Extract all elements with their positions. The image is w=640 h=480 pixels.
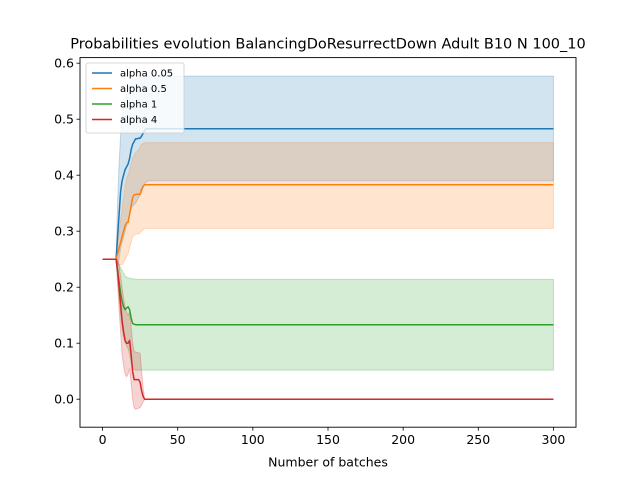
legend-label-alpha-0-05: alpha 0.05 [120,69,173,80]
legend-box [85,62,185,134]
x-axis-label: Number of batches [268,455,388,470]
y-tick-label: 0.5 [54,112,74,127]
y-tick-label: 0.2 [54,280,74,295]
axes-frame [79,57,577,428]
y-tick-label: 0.6 [54,56,74,71]
x-axis: 0 50 100 150 200 250 300 [99,427,566,447]
legend: alpha 0.05 alpha 0.5 alpha 1 alpha 4 [85,62,185,134]
chart-title: Probabilities evolution BalancingDoResur… [70,37,585,53]
x-tick-label: 0 [99,432,107,447]
legend-label-alpha-0-5: alpha 0.5 [120,84,167,95]
legend-label-alpha-4: alpha 4 [120,115,157,126]
y-tick-label: 0.3 [54,224,74,239]
y-tick-label: 0.1 [54,336,74,351]
y-axis: 0.0 0.1 0.2 0.3 0.4 0.5 0.6 [54,56,80,407]
confidence-band-alpha-1 [102,258,554,371]
x-tick-label: 250 [466,432,490,447]
x-tick-label: 50 [170,432,186,447]
y-tick-label: 0.4 [54,168,74,183]
series-line-alpha-4 [102,258,554,400]
plot-area [102,75,554,410]
x-tick-label: 100 [241,432,265,447]
y-tick-label: 0.0 [54,392,74,407]
series-line-alpha-0-5 [102,183,554,260]
x-tick-label: 300 [542,432,566,447]
x-tick-label: 200 [391,432,415,447]
series-line-alpha-1 [102,258,554,326]
x-tick-label: 150 [316,432,340,447]
confidence-band-alpha-0-5 [102,142,554,266]
legend-label-alpha-1: alpha 1 [120,100,157,111]
